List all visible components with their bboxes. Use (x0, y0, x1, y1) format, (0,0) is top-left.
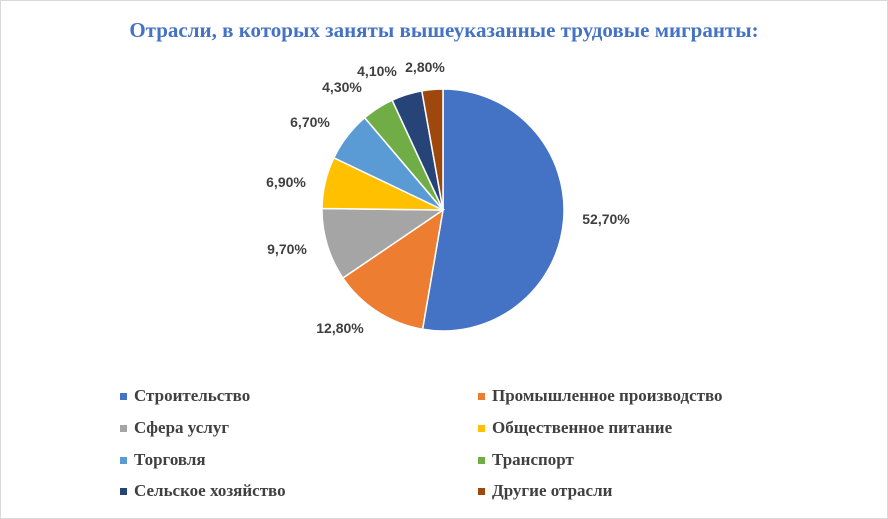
data-label: 4,30% (322, 79, 362, 95)
data-label: 4,10% (357, 63, 397, 79)
data-label: 6,90% (266, 174, 306, 190)
pie-slice (321, 207, 446, 280)
data-label: 12,80% (316, 320, 364, 336)
pie-slice (421, 88, 565, 332)
data-label: 52,70% (582, 211, 630, 227)
pie-slice (341, 208, 445, 331)
chart-title: Отрасли, в которых заняты вышеуказанные … (129, 18, 759, 42)
pie-slice (420, 88, 444, 211)
data-label: 9,70% (267, 241, 307, 257)
data-label: 2,80% (405, 59, 445, 75)
data-label: 6,70% (290, 114, 330, 130)
